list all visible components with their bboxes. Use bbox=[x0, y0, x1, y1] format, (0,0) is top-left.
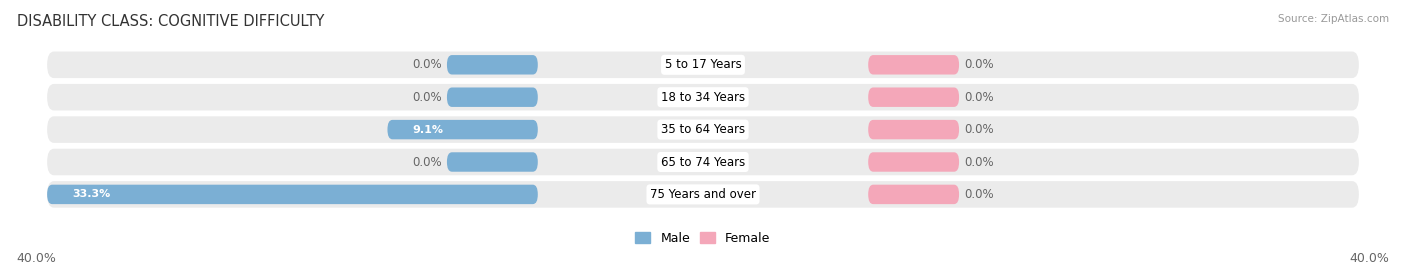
Text: DISABILITY CLASS: COGNITIVE DIFFICULTY: DISABILITY CLASS: COGNITIVE DIFFICULTY bbox=[17, 14, 325, 29]
FancyBboxPatch shape bbox=[868, 152, 959, 172]
Text: 75 Years and over: 75 Years and over bbox=[650, 188, 756, 201]
Legend: Male, Female: Male, Female bbox=[630, 227, 776, 250]
Text: 0.0%: 0.0% bbox=[965, 156, 994, 168]
Text: 5 to 17 Years: 5 to 17 Years bbox=[665, 58, 741, 71]
Text: 18 to 34 Years: 18 to 34 Years bbox=[661, 91, 745, 104]
FancyBboxPatch shape bbox=[48, 185, 537, 204]
Text: 33.3%: 33.3% bbox=[72, 189, 110, 200]
FancyBboxPatch shape bbox=[868, 120, 959, 139]
Text: 35 to 64 Years: 35 to 64 Years bbox=[661, 123, 745, 136]
FancyBboxPatch shape bbox=[447, 152, 537, 172]
FancyBboxPatch shape bbox=[868, 55, 959, 75]
Text: 0.0%: 0.0% bbox=[412, 156, 441, 168]
FancyBboxPatch shape bbox=[48, 52, 1358, 78]
Text: 0.0%: 0.0% bbox=[965, 58, 994, 71]
Text: 0.0%: 0.0% bbox=[412, 91, 441, 104]
Text: 0.0%: 0.0% bbox=[412, 58, 441, 71]
FancyBboxPatch shape bbox=[868, 87, 959, 107]
FancyBboxPatch shape bbox=[388, 120, 537, 139]
Text: 0.0%: 0.0% bbox=[965, 91, 994, 104]
FancyBboxPatch shape bbox=[48, 181, 1358, 208]
FancyBboxPatch shape bbox=[868, 185, 959, 204]
Text: 0.0%: 0.0% bbox=[965, 123, 994, 136]
FancyBboxPatch shape bbox=[447, 87, 537, 107]
FancyBboxPatch shape bbox=[48, 84, 1358, 110]
Text: 9.1%: 9.1% bbox=[412, 124, 443, 135]
FancyBboxPatch shape bbox=[48, 116, 1358, 143]
FancyBboxPatch shape bbox=[447, 55, 537, 75]
FancyBboxPatch shape bbox=[48, 149, 1358, 175]
Text: 65 to 74 Years: 65 to 74 Years bbox=[661, 156, 745, 168]
Text: 40.0%: 40.0% bbox=[1350, 252, 1389, 265]
Text: Source: ZipAtlas.com: Source: ZipAtlas.com bbox=[1278, 14, 1389, 23]
Text: 40.0%: 40.0% bbox=[17, 252, 56, 265]
Text: 0.0%: 0.0% bbox=[965, 188, 994, 201]
